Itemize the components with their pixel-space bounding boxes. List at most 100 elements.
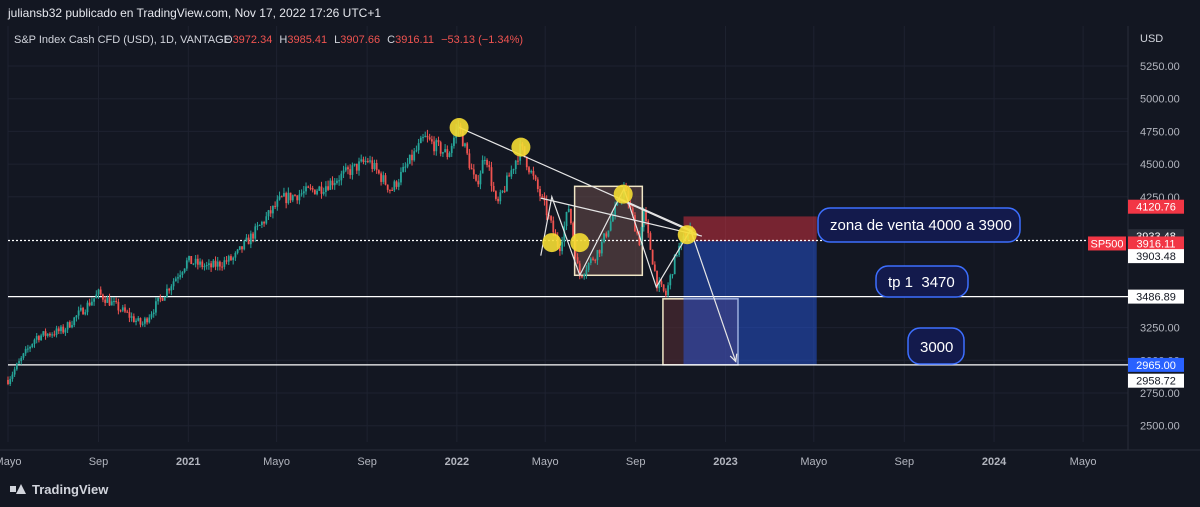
candle-body: [428, 137, 431, 140]
candle-body: [181, 272, 184, 275]
trend-drawings[interactable]: [458, 126, 738, 363]
candle-body: [75, 315, 78, 318]
annotation-tp2[interactable]: 3000: [907, 327, 965, 365]
candle-body: [336, 180, 338, 183]
candle-body: [395, 181, 398, 187]
candle-body: [126, 311, 129, 313]
tradingview-brand[interactable]: TradingView: [10, 482, 108, 497]
candle-body: [541, 196, 544, 198]
footer: TradingView: [0, 472, 1200, 507]
highlight-marker: [677, 225, 697, 245]
candle-body: [676, 254, 678, 256]
o-label: O: [224, 34, 233, 46]
candle-body: [241, 246, 243, 250]
candle-body: [380, 173, 382, 182]
candle-body: [223, 260, 226, 267]
annotation-zona[interactable]: zona de venta 4000 a 3900: [817, 207, 1021, 243]
candle-body: [479, 173, 482, 185]
candle-body: [439, 142, 442, 154]
candle-body: [349, 169, 352, 175]
candle-body: [450, 145, 453, 154]
candle-body: [400, 171, 402, 183]
candle-body: [673, 255, 676, 275]
candle-body: [386, 184, 389, 190]
y-tick-label: 2750.00: [1140, 388, 1180, 400]
l-value: 3907.66: [340, 34, 380, 46]
publisher-text: juliansb32 publicado en TradingView.com,…: [8, 6, 382, 20]
price-axis[interactable]: USD 5250.005000.004750.004500.004250.003…: [1088, 33, 1184, 433]
candle-body: [172, 281, 175, 287]
candle-body: [552, 220, 555, 233]
legend-ohlc: O3972.34 H3985.41 L3907.66 C3916.11 −53.…: [224, 34, 523, 46]
highlight-marker: [542, 233, 562, 253]
price-label-box: [1128, 357, 1184, 372]
x-tick-label: Mayo: [532, 456, 559, 468]
highlight-marker: [511, 137, 531, 157]
price-label: 2958.72: [1136, 376, 1176, 388]
candle-body: [77, 310, 80, 316]
candle-body: [177, 277, 179, 279]
candle-body: [536, 179, 539, 189]
brand-text: TradingView: [32, 482, 109, 497]
candle-body: [24, 348, 27, 354]
candle-body: [219, 261, 221, 267]
price-chart[interactable]: S&P Index Cash CFD (USD), 1D, VANTAGE O3…: [0, 26, 1200, 472]
candle-body: [508, 175, 511, 177]
candle-body: [256, 225, 259, 227]
candle-body: [371, 160, 374, 169]
highlight-markers[interactable]: [449, 117, 697, 253]
candle-body: [119, 310, 122, 312]
change-value: −53.13 (−1.34%): [441, 34, 523, 46]
candle-body: [84, 312, 87, 315]
candle-body: [592, 258, 594, 260]
candle-body: [499, 192, 502, 202]
candle-body: [559, 247, 561, 252]
position-zones[interactable]: [683, 216, 817, 365]
candle-body: [453, 137, 455, 146]
candle-body: [53, 334, 56, 336]
candle-body: [404, 166, 407, 168]
candle-body: [108, 297, 111, 306]
candle-body: [254, 226, 257, 239]
candle-body: [360, 159, 363, 162]
candle-body: [503, 190, 506, 192]
candle-body: [207, 263, 210, 265]
price-label: 3903.48: [1136, 251, 1176, 263]
candle-body: [351, 165, 354, 175]
candle-body: [174, 278, 177, 282]
x-tick-label: 2024: [982, 456, 1007, 468]
candle-body: [362, 159, 365, 162]
candle-body: [329, 180, 332, 190]
candle-body: [344, 167, 347, 171]
candle-body: [150, 314, 153, 318]
candle-body: [97, 289, 100, 295]
candle-body: [44, 331, 47, 336]
candle-body: [611, 215, 614, 222]
candle-body: [9, 378, 12, 385]
candle-body: [358, 161, 360, 171]
candle-body: [269, 210, 272, 214]
x-tick-label: Sep: [895, 456, 915, 468]
candle-body: [152, 312, 155, 315]
price-label: 3916.11: [1137, 238, 1176, 250]
candle-body: [433, 141, 435, 152]
publisher-header: juliansb32 publicado en TradingView.com,…: [0, 0, 1200, 26]
candle-body: [143, 318, 146, 324]
x-tick-label: 2021: [176, 456, 200, 468]
annotation-tp1[interactable]: tp 1 3470: [875, 265, 969, 298]
candle-body: [517, 160, 519, 162]
candle-body: [115, 300, 118, 302]
candle-body: [600, 242, 603, 254]
candle-body: [384, 175, 387, 185]
candle-body: [183, 268, 186, 273]
candle-body: [424, 135, 427, 138]
candle-body: [201, 261, 204, 268]
candle-body: [426, 135, 429, 138]
candle-body: [397, 182, 400, 187]
candle-body: [446, 149, 449, 157]
candle-body: [73, 317, 76, 326]
time-axis[interactable]: Mayo Sep 2021 Mayo Sep 2022 Mayo Sep 2023 Mayo Sep…: [0, 456, 1097, 468]
candle-body: [488, 165, 491, 168]
candle-body: [185, 260, 188, 269]
candle-body: [113, 300, 115, 302]
